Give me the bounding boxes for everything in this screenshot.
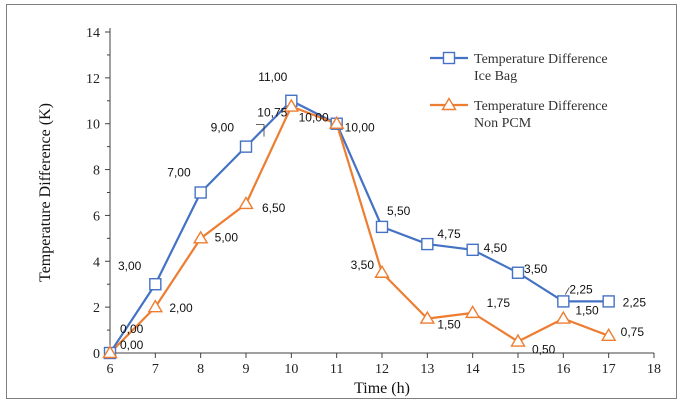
legend-marker [442,51,456,65]
data-label: 5,50 [387,204,411,218]
data-label: 1,50 [575,304,599,318]
y-tick-label: 4 [93,255,100,270]
x-tick-label: 18 [647,362,661,377]
series-line-2 [109,105,610,354]
legend-label: Temperature Difference [474,52,608,67]
data-point [147,299,164,313]
x-tick-label: 13 [420,362,434,377]
legend: Temperature Difference Ice Bag Temperature… [430,51,608,131]
data-label: 1,50 [437,318,461,332]
data-label: 10,75 [257,106,287,120]
data-label: 0,00 [120,322,144,336]
y-tick-label: 2 [93,301,100,316]
data-point [464,304,481,319]
y-tick-label: 14 [86,26,100,41]
data-point [600,327,617,342]
data-point [421,237,434,251]
legend-marker [441,97,457,111]
data-label: 0,00 [120,338,144,352]
data-label: 7,00 [167,166,191,180]
x-tick-label: 17 [602,362,616,377]
x-tick-label: 9 [243,362,250,377]
data-point [555,310,572,324]
data-label: 10,00 [345,121,375,135]
data-point [239,140,253,153]
x-tick-label: 14 [466,362,480,377]
data-label: 1,75 [487,296,511,310]
data-label: 10,00 [299,111,329,125]
data-label: 0,50 [532,343,556,357]
data-label: 0,75 [621,325,645,339]
legend-label: Non PCM [474,116,532,131]
x-tick-label: 12 [375,362,389,377]
chart-frame [6,4,677,399]
data-label: 3,50 [351,258,375,272]
data-point [466,243,479,257]
axes: 6 7 8 9 10 11 12 13 14 15 16 17 18 0 2 4 6 8 10 12 14 [86,26,661,377]
y-axis-title: Temperature Difference (K) [37,103,54,282]
y-tick-label: 6 [93,209,100,224]
data-label: 2,25 [623,295,647,309]
data-point [419,310,436,324]
data-point [192,230,209,244]
data-labels: 0,00 3,00 7,00 9,00 11,00 10,00 5,50 4,75 4,50 3,… [118,70,646,357]
data-point [238,196,254,210]
data-point [283,98,300,112]
data-label: 3,00 [118,259,142,273]
y-tick-label: 0 [93,347,100,362]
y-tick-label: 12 [86,72,100,87]
data-point [602,295,615,308]
data-point [557,295,570,308]
data-label: 6,50 [262,201,286,215]
data-label: 3,50 [524,262,548,276]
data-point [102,345,118,359]
x-tick-label: 7 [152,362,159,377]
data-point [374,264,390,278]
data-label: 5,00 [215,230,239,244]
series-layer [102,94,617,360]
data-point [149,278,162,291]
data-point [194,186,207,199]
data-point [328,115,345,129]
x-tick-label: 8 [197,362,204,377]
data-label: 2,00 [169,301,193,315]
leader-line [564,287,570,295]
data-label: 9,00 [211,121,235,135]
x-tick-label: 10 [284,362,298,377]
data-label: 4,75 [437,227,461,241]
x-tick-label: 6 [107,362,114,377]
x-tick-label: 11 [330,362,343,377]
data-label: 4,50 [484,241,508,255]
x-tick-label: 15 [511,362,525,377]
leader-line [256,124,265,137]
legend-label: Temperature Difference [474,99,608,114]
x-tick-label: 16 [556,362,570,377]
data-point [511,266,525,279]
data-label: 11,00 [258,70,287,84]
data-point [375,220,389,234]
y-tick-label: 10 [86,118,100,133]
x-axis-title: Time (h) [354,380,410,397]
series-line-1 [109,99,609,354]
y-tick-label: 8 [93,164,100,179]
legend-label: Ice Bag [474,69,517,84]
data-label: 2,25 [569,282,593,296]
data-point [510,333,526,347]
